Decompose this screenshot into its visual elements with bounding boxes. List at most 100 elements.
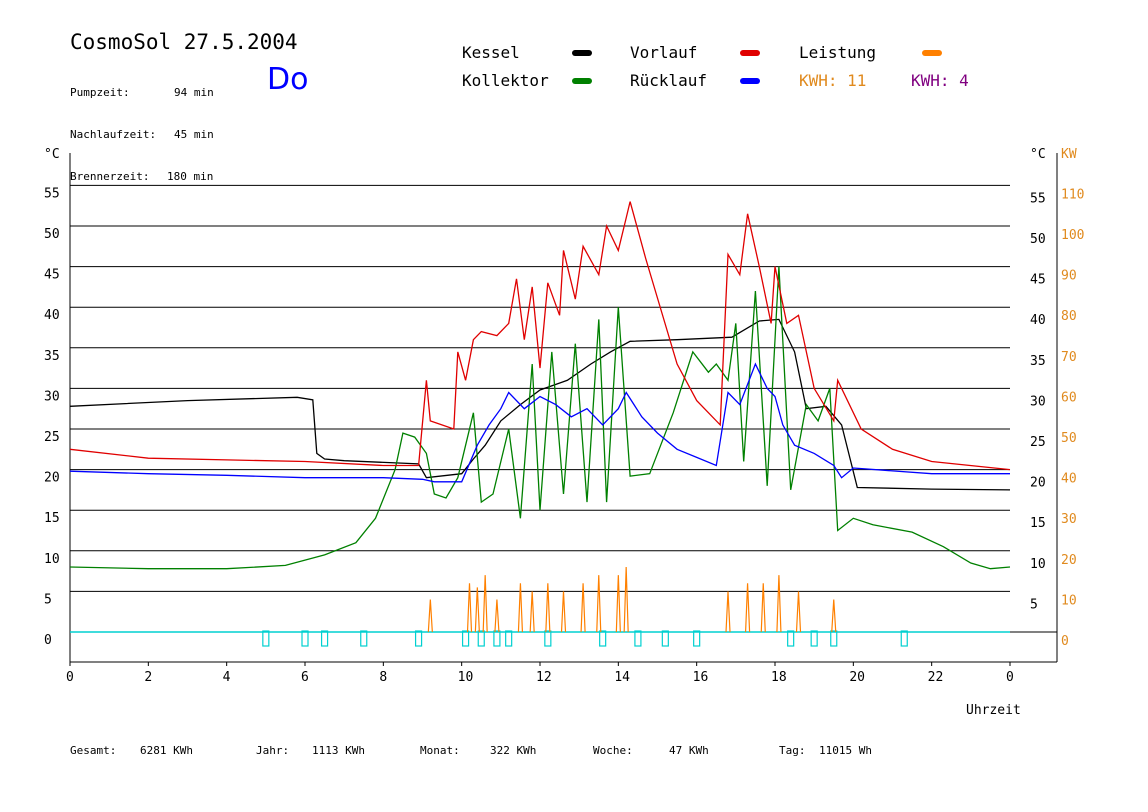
footer-monat: Monat: 322 KWh <box>420 744 537 757</box>
pump-pulse <box>830 630 838 647</box>
power-spike <box>466 583 473 633</box>
power-spike <box>560 591 567 633</box>
y-left-tick-label: 55 <box>44 186 60 201</box>
power-spike <box>744 583 751 633</box>
legend-leistung-label: Leistung <box>799 43 877 62</box>
pump-pulse <box>693 630 701 647</box>
pump-pulse <box>461 630 470 647</box>
legend-leistung-swatch <box>922 50 942 56</box>
x-tick-label: 2 <box>144 670 152 685</box>
pump-pulse <box>661 630 669 647</box>
x-tick-label: 20 <box>849 670 865 685</box>
pump-pulse <box>599 630 607 647</box>
legend-kollektor-label: Kollektor <box>462 71 549 90</box>
pump-pulse <box>787 630 795 647</box>
y-power-tick-label: 70 <box>1061 350 1077 365</box>
weekday-label: Do <box>267 62 309 97</box>
pump-pulse <box>477 630 485 647</box>
pump-pulse <box>320 630 329 647</box>
footer-tag: Tag: 11015 Wh <box>779 744 872 757</box>
y-left-tick-label: 20 <box>44 471 60 486</box>
y-power-tick-label: 20 <box>1061 553 1077 568</box>
stat-nachlaufzeit: Nachlaufzeit: 45 min <box>70 128 214 141</box>
y-power-tick-label: 60 <box>1061 390 1077 405</box>
y-left-tick-label: 45 <box>44 268 60 283</box>
x-tick-label: 12 <box>536 670 552 685</box>
legend-vorlauf-label: Vorlauf <box>630 43 698 62</box>
pump-pulse <box>544 630 552 647</box>
x-tick-label: 4 <box>223 670 231 685</box>
kwh-power-readout: KWH: 11 <box>799 71 867 90</box>
pump-pulse <box>505 630 513 647</box>
y-right-tick-label: 45 <box>1030 273 1046 288</box>
x-tick-label: 18 <box>771 670 787 685</box>
pump-pulse <box>360 630 368 647</box>
y-left-unit: °C <box>44 147 60 162</box>
stats-block: Pumpzeit: 94 min Nachlaufzeit: 45 min Bren… <box>70 58 214 198</box>
power-spike <box>482 575 488 633</box>
y-power-tick-label: 50 <box>1061 431 1077 446</box>
power-spike <box>529 591 535 633</box>
power-spike <box>760 583 766 633</box>
y-left-tick-label: 15 <box>44 511 60 526</box>
y-left-tick-label: 25 <box>44 430 60 445</box>
power-spike <box>831 599 837 633</box>
series-kollektor <box>69 266 1011 570</box>
x-tick-label: 14 <box>614 670 630 685</box>
pump-pulse <box>493 630 501 647</box>
power-spike <box>623 567 629 633</box>
y-power-tick-label: 100 <box>1061 228 1084 243</box>
power-spike <box>545 583 551 633</box>
stat-pumpzeit: Pumpzeit: 94 min <box>70 86 214 99</box>
y-left-tick-label: 40 <box>44 308 60 323</box>
y-power-tick-label: 90 <box>1061 269 1077 284</box>
x-tick-label: 8 <box>379 670 387 685</box>
footer-jahr: Jahr: 1113 KWh <box>256 744 365 757</box>
y-left-tick-label: 5 <box>44 592 52 607</box>
y-right-tick-label: 55 <box>1030 191 1046 206</box>
y-left-tick-label: 0 <box>44 633 52 648</box>
x-tick-label: 22 <box>928 670 944 685</box>
y-right-tick-label: 35 <box>1030 354 1046 369</box>
legend-ruecklauf-label: Rücklauf <box>630 71 708 90</box>
x-tick-label: 16 <box>693 670 709 685</box>
x-axis-label: Uhrzeit <box>966 703 1021 718</box>
y-right-tick-label: 20 <box>1030 476 1046 491</box>
y-right-tick-label: 15 <box>1030 516 1046 531</box>
y-right-tick-label: 5 <box>1030 597 1038 612</box>
y-power-tick-label: 0 <box>1061 634 1069 649</box>
power-spike <box>517 583 524 633</box>
x-tick-label: 0 <box>66 670 74 685</box>
power-spike <box>596 575 602 633</box>
power-spike <box>725 591 731 633</box>
chart-title: CosmoSol 27.5.2004 <box>70 30 298 54</box>
x-tick-label: 6 <box>301 670 309 685</box>
legend-ruecklauf-swatch <box>740 78 760 84</box>
power-spike <box>427 599 433 633</box>
pump-pulse <box>900 630 908 647</box>
y-left-tick-label: 35 <box>44 349 60 364</box>
y-right-tick-label: 25 <box>1030 435 1046 450</box>
pump-pulse <box>810 630 818 647</box>
x-tick-label: 0 <box>1006 670 1014 685</box>
power-spike <box>474 587 480 633</box>
y-right-tick-label: 40 <box>1030 313 1046 328</box>
kwh-solar-readout: KWH: 4 <box>911 71 969 90</box>
y-power-tick-label: 80 <box>1061 309 1077 324</box>
legend-kessel-label: Kessel <box>462 43 520 62</box>
pump-pulse <box>262 630 270 647</box>
legend-kollektor-swatch <box>572 78 592 84</box>
series-ruecklauf <box>69 362 1010 483</box>
power-spike <box>615 575 621 633</box>
y-left-tick-label: 10 <box>44 552 60 567</box>
x-tick-label: 10 <box>458 670 474 685</box>
stat-brennerzeit: Brennerzeit: 180 min <box>70 170 214 183</box>
footer-woche: Woche: 47 KWh <box>593 744 709 757</box>
power-spike <box>580 583 586 633</box>
pump-pulse <box>414 630 423 647</box>
pump-pulse <box>634 630 642 647</box>
legend-kessel-swatch <box>572 50 592 56</box>
y-left-tick-label: 30 <box>44 389 60 404</box>
legend-vorlauf-swatch <box>740 50 760 56</box>
